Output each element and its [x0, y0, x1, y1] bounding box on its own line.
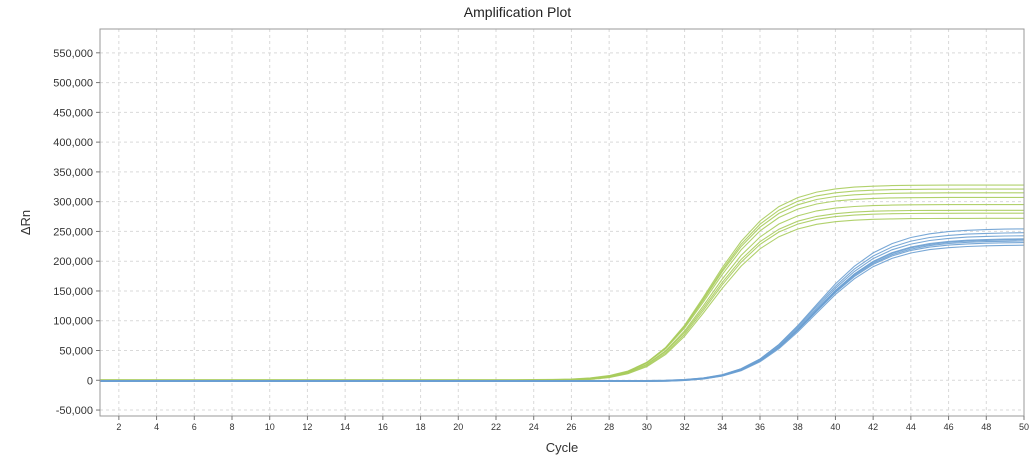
blue-amplification-curve [100, 240, 1025, 382]
y-axis-label: ΔRn [18, 210, 33, 235]
y-tick-label: 550,000 [53, 48, 93, 60]
green-amplification-curve [100, 196, 1024, 381]
x-tick-label: 22 [491, 422, 501, 432]
blue-amplification-curve [100, 242, 1025, 382]
x-tick-label: 24 [529, 422, 539, 432]
y-tick-label: 400,000 [53, 137, 93, 149]
green-amplification-curve [100, 192, 1024, 381]
x-tick-label: 48 [981, 422, 991, 432]
green-amplification-curve [100, 212, 1024, 382]
x-tick-label: 16 [378, 422, 388, 432]
blue-amplification-curve [100, 228, 1025, 382]
y-tick-label: 0 [87, 375, 93, 387]
x-tick-label: 14 [340, 422, 350, 432]
plot-frame [99, 28, 1025, 417]
x-tick-label: 4 [154, 422, 159, 432]
x-tick-label: 46 [944, 422, 954, 432]
x-tick-label: 42 [868, 422, 878, 432]
blue-amplification-curve [100, 244, 1025, 383]
ticks: 2 4 6 8 10 12 14 16 18 20 22 24 26 28 30 32 34 36 38 40 42 44… [53, 48, 1029, 432]
chart-title: Amplification Plot [463, 4, 572, 20]
x-tick-label: 30 [642, 422, 652, 432]
y-tick-label: 150,000 [53, 286, 93, 298]
green-amplification-curve [100, 188, 1024, 381]
x-tick-label: 34 [717, 422, 727, 432]
y-tick-label: -50,000 [56, 405, 93, 417]
x-tick-label: 28 [604, 422, 614, 432]
x-tick-label: 44 [906, 422, 916, 432]
x-tick-label: 32 [680, 422, 690, 432]
x-axis-label: Cycle [546, 440, 579, 455]
blue-amplification-curve [100, 232, 1025, 382]
x-tick-label: 20 [453, 422, 463, 432]
x-tick-label: 26 [566, 422, 576, 432]
green-amplification-curve [100, 217, 1024, 382]
blue-amplification-curve [100, 238, 1025, 382]
y-tick-label: 200,000 [53, 256, 93, 268]
x-tick-label: 8 [229, 422, 234, 432]
x-tick-label: 2 [116, 422, 121, 432]
y-tick-label: 50,000 [59, 346, 93, 358]
y-tick-label: 250,000 [53, 226, 93, 238]
y-tick-label: 450,000 [53, 107, 93, 119]
x-tick-label: 36 [755, 422, 765, 432]
y-tick-label: 350,000 [53, 167, 93, 179]
x-tick-label: 38 [793, 422, 803, 432]
x-tick-label: 6 [192, 422, 197, 432]
x-tick-label: 40 [830, 422, 840, 432]
x-tick-label: 12 [302, 422, 312, 432]
y-tick-label: 300,000 [53, 197, 93, 209]
green-amplification-curve [100, 209, 1024, 381]
green-amplification-curve [100, 184, 1024, 382]
x-tick-label: 10 [265, 422, 275, 432]
x-tick-label: 50 [1019, 422, 1029, 432]
grid [100, 29, 1025, 416]
x-tick-label: 18 [416, 422, 426, 432]
series-layer [100, 184, 1025, 383]
y-tick-label: 100,000 [53, 316, 93, 328]
y-tick-label: 500,000 [53, 78, 93, 90]
